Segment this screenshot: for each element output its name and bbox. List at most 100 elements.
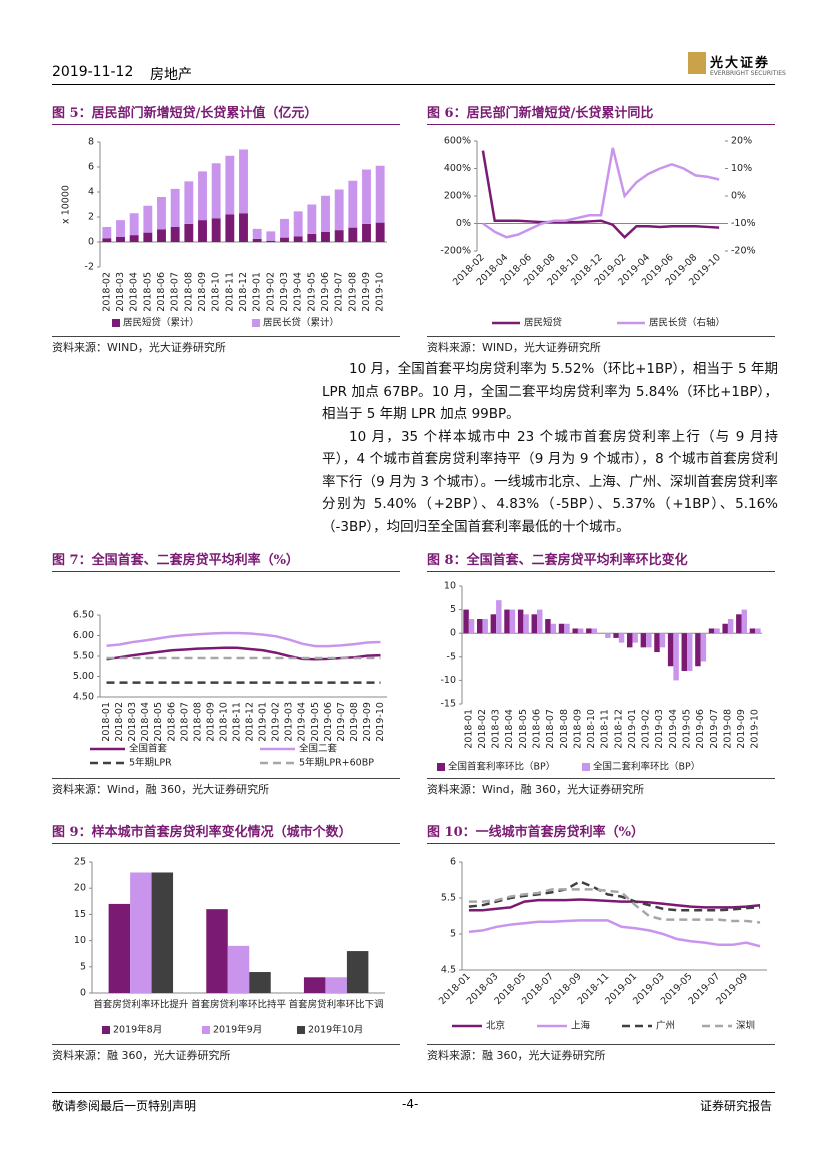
line [106,631,381,648]
y-tick-label: -2 [85,262,94,273]
x-tick-label: 2018-05 [153,702,164,742]
footer-disclaimer: 敬请参阅最后一页特别声明 [52,1099,197,1113]
x-tick-label: 2019-05 [310,702,321,742]
line [468,898,761,912]
title-rule [427,571,775,572]
title-rule [427,124,775,125]
x-tick-label: 2019-05 [306,272,317,312]
bar [280,237,289,242]
x-tick-label: 2018-07 [170,272,181,312]
x-tick-label: 2018-11 [224,272,235,312]
x-tick-label: 2018-07 [179,702,190,742]
x-tick-label: 2018-12 [245,702,256,742]
x-tick-label: 2019-01 [252,272,263,312]
bar [184,223,194,242]
bar [334,189,344,231]
x-tick-label: 2019-10 [375,272,386,312]
source: 资料来源：融 360，光大证券研究所 [52,1049,231,1062]
bar [714,628,720,634]
x-tick-label: 2018-09 [572,709,583,749]
bar [198,220,207,242]
y-tick-label: 5.50 [73,651,94,662]
legend-label: 2019年9月 [213,1024,262,1036]
bar [572,628,578,634]
bar [362,223,371,242]
bar [667,633,674,667]
x-tick-label: 2019-03 [654,709,665,749]
y-tick-label: 6.00 [73,630,94,641]
header-rule [52,84,775,85]
y-tick-label: 20% [731,136,752,147]
bar [654,633,660,653]
footer-rule [52,1092,775,1093]
x-tick-label: 2018-05 [518,709,529,749]
x-tick-label: 2019-09 [362,702,373,742]
bar [321,232,330,242]
bar [550,623,557,634]
y-tick-label: 4 [88,187,94,198]
bar [184,181,194,224]
bar [170,227,180,242]
chart: 0 5 10 15 20 25 首套房贷利率环比提升 首套房贷利率环比持平 首套房贷利率环比下调… [74,857,385,1036]
logo-text: 光大证券 [710,56,771,71]
legend-label: 2019年10月 [308,1024,363,1036]
legend-label: 5年期LPR+60BP [299,757,374,769]
legend-label: 居民短贷 [524,317,562,329]
bar [211,218,221,242]
y-tick-label: 0% [731,191,746,202]
x-tick-label: 2019-08 [349,702,360,742]
x-tick-label: 2018-08 [183,272,194,312]
bar [537,609,543,634]
y-tick-label: 5 [80,961,86,972]
bar [523,614,529,634]
title-rule [52,843,400,844]
x-tick-label: 2019-04 [668,709,679,749]
legend-label: 5年期LPR [129,757,172,769]
legend-label: 深圳 [736,1021,755,1032]
y-tick-label: 4.5 [441,965,456,976]
x-tick-label: 2018-07 [545,709,556,749]
legend-swatch [582,763,590,771]
y-tick-label: -10 [440,675,456,686]
bar [613,633,619,638]
x-tick-label: 2019-07 [336,702,347,742]
y-tick-label: 10 [74,935,86,946]
source: 资料来源：Wind，融 360，光大证券研究所 [52,783,270,796]
bar [681,633,687,671]
bar [463,609,469,634]
x-tick-label: 2019-02 [641,709,652,749]
x-tick-label: 2018-03 [127,702,138,742]
bar [632,633,638,643]
x-tick-label: 首套房贷利率环比持平 [191,999,287,1011]
y-tick-label: 5.5 [441,893,456,904]
legend-label: 全国二套 [299,743,338,755]
legend-swatch [202,1026,210,1034]
x-tick-label: 首套房贷利率环比提升 [93,999,189,1011]
x-tick-label: 2018-10 [218,702,229,742]
bar [700,633,707,662]
bar [673,633,679,681]
x-tick-label: 2018-12 [238,272,249,312]
chart: -15 -10 -5 0 5 10 2018-01 2018-02 2018-03 2018-04… [437,581,762,773]
bar [252,228,262,239]
chart: -200%0%200%400%600%-20%-10%0%10%20%2018-… [440,136,755,329]
legend-swatch [252,319,260,327]
bar [130,872,152,993]
x-tick-label: 2018-10 [586,709,597,749]
y-tick-label: 5.00 [73,671,94,682]
x-tick-label: 2018-03 [115,272,126,312]
bar [564,623,570,634]
source-rule [52,778,400,779]
x-tick-label: 2019-08 [347,272,358,312]
y-tick-label: 4.50 [73,692,94,703]
chart: 4.555.562018-012018-032018-052018-072018… [437,857,767,1032]
bar [348,227,358,242]
bar [116,237,125,242]
bar [362,169,371,224]
x-tick-label: 2018-09 [197,272,208,312]
x-tick-label: 2019-08 [722,709,733,749]
x-tick-label: 2018-11 [600,709,611,749]
bar [749,628,756,634]
paragraph: 10 月，35 个样本城市中 23 个城市首套房贷利率上行（与 9 月持平），4… [322,428,778,535]
